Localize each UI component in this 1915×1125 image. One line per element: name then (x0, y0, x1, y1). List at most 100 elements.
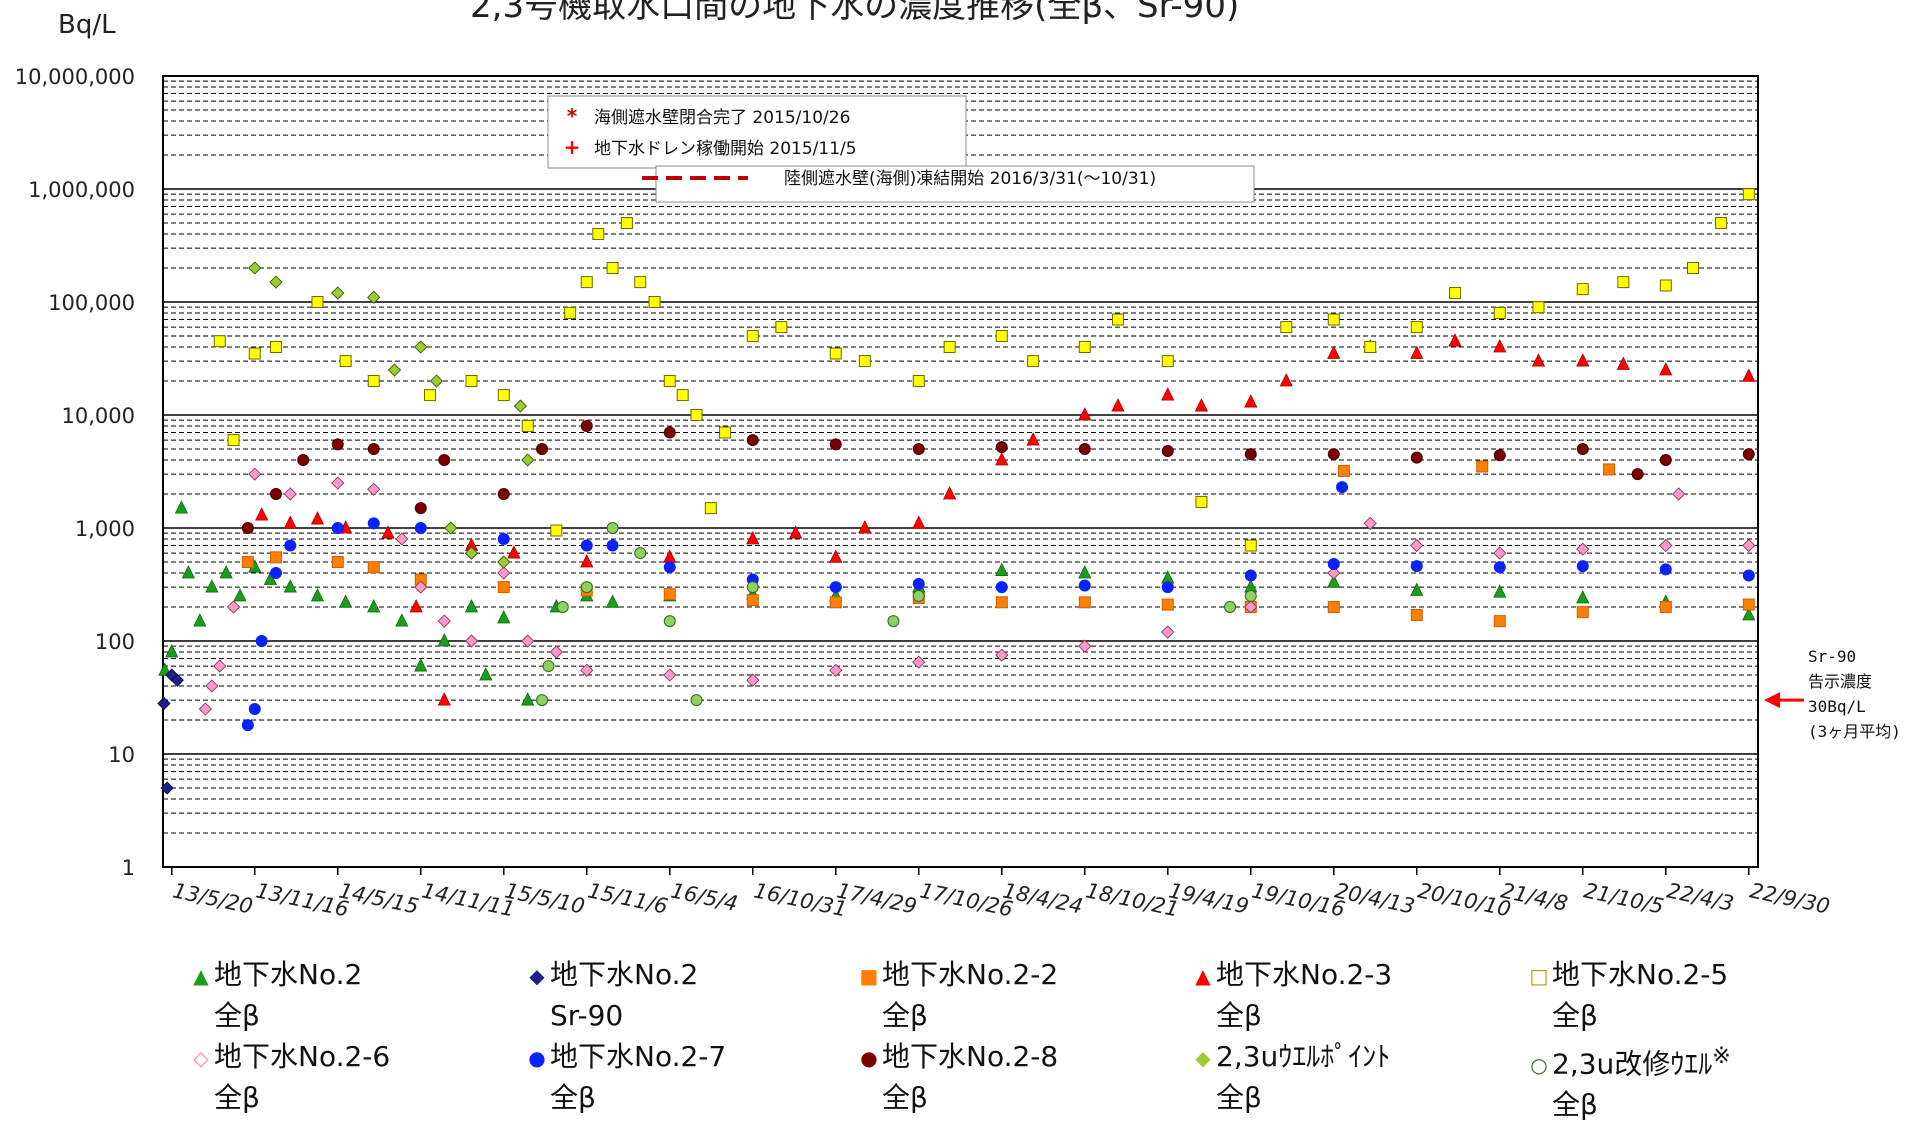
data-point (1617, 276, 1630, 289)
annotations: * 海側遮水壁閉合完了 2015/10/26 + 地下水ドレン稼働開始 2015/11… (547, 95, 1255, 203)
data-point (912, 443, 925, 456)
data-point (1410, 608, 1423, 621)
data-point (311, 296, 324, 308)
series-group (241, 481, 1755, 732)
legend-label: 地下水No.2-6 (214, 1040, 391, 1073)
legend-label: 地下水No.2-8 (882, 1040, 1059, 1073)
data-point (437, 614, 451, 628)
data-point (1531, 353, 1546, 367)
data-point (1659, 538, 1673, 553)
legend-label: 地下水No.2 (214, 958, 363, 991)
data-point (165, 644, 179, 658)
grid (162, 75, 1759, 868)
data-point (995, 330, 1008, 343)
data-point (1493, 306, 1506, 319)
data-point (513, 399, 528, 413)
data-point (241, 719, 254, 732)
legend-item: ▲ 地下水No.2 全β (188, 955, 362, 1036)
series-group (241, 419, 1755, 534)
legend-sublabel: 全β (1552, 1088, 1598, 1122)
data-point (536, 443, 549, 456)
legend-label: 地下水No.2-5 (1552, 958, 1729, 991)
data-point (1224, 600, 1237, 613)
data-point (1576, 590, 1590, 604)
data-point (1742, 569, 1755, 582)
x-tick-label: 22/9/30 (1748, 878, 1832, 918)
data-point (1659, 453, 1672, 466)
data-point (1659, 600, 1672, 613)
data-point (1659, 362, 1673, 376)
data-point (1742, 598, 1755, 611)
legend-sublabel: 全β (1216, 1081, 1262, 1114)
data-point (1078, 407, 1092, 421)
data-point (1111, 313, 1124, 326)
data-point (1659, 279, 1672, 292)
data-point (663, 561, 676, 574)
data-point (746, 673, 760, 687)
data-point (912, 515, 926, 529)
data-point (1026, 432, 1040, 446)
data-point (213, 335, 226, 348)
data-point (1363, 516, 1377, 530)
data-point (464, 634, 479, 648)
data-point (219, 565, 233, 579)
data-point (241, 556, 254, 569)
data-point (1410, 451, 1423, 464)
data-point (1631, 468, 1644, 481)
data-point (521, 692, 535, 706)
data-point (497, 555, 511, 569)
data-point (829, 347, 842, 360)
legend-sublabel: 全β (882, 1081, 928, 1114)
data-point (663, 426, 676, 439)
data-point (580, 663, 594, 677)
data-point (1327, 574, 1341, 588)
data-point (663, 588, 676, 601)
data-point (1244, 539, 1257, 552)
series-group (241, 460, 1755, 628)
data-point (248, 703, 261, 716)
data-point (995, 648, 1009, 662)
data-point (1616, 356, 1631, 370)
data-point (746, 330, 759, 343)
x-tick-label: 13/5/20 (171, 878, 255, 918)
data-point (995, 452, 1009, 466)
legend-marker: ○ (1530, 1053, 1548, 1078)
data-point (1161, 355, 1174, 368)
data-point (1327, 313, 1340, 326)
y-tick-label: 10 (108, 743, 135, 767)
x-axis-ticks: 13/5/2013/11/1614/5/1514/11/1115/5/1015/… (171, 867, 1832, 922)
data-point (409, 599, 423, 613)
data-point (269, 275, 283, 289)
data-point (414, 580, 428, 594)
data-point (1410, 538, 1424, 553)
data-point (367, 290, 381, 304)
data-point (1603, 463, 1616, 476)
data-point (507, 545, 521, 559)
data-point (381, 525, 395, 539)
series-group (198, 467, 1756, 716)
legend-label: 地下水No.2 (550, 958, 699, 991)
x-tick-label: 19/4/19 (1167, 878, 1251, 918)
data-point (1244, 394, 1258, 408)
data-point (1327, 448, 1340, 461)
data-point (437, 633, 451, 647)
x-tick-label: 15/11/6 (586, 878, 670, 918)
data-point (943, 486, 957, 500)
data-point (1493, 546, 1507, 560)
legend-label: 地下水No.2-2 (882, 958, 1059, 991)
legend-label: 地下水No.2-3 (1216, 958, 1393, 991)
data-point (339, 355, 352, 368)
data-point (1493, 449, 1506, 462)
data-point (157, 696, 171, 711)
legend-marker: ◇ (193, 1046, 209, 1070)
data-point (1410, 321, 1423, 334)
data-point (387, 363, 402, 377)
y-tick-label: 100 (95, 630, 135, 654)
data-point (414, 522, 427, 534)
data-point (1410, 345, 1424, 359)
data-point (198, 702, 213, 716)
data-point (331, 286, 345, 300)
data-point (829, 596, 842, 609)
legend-sublabel: Sr-90 (550, 999, 624, 1032)
